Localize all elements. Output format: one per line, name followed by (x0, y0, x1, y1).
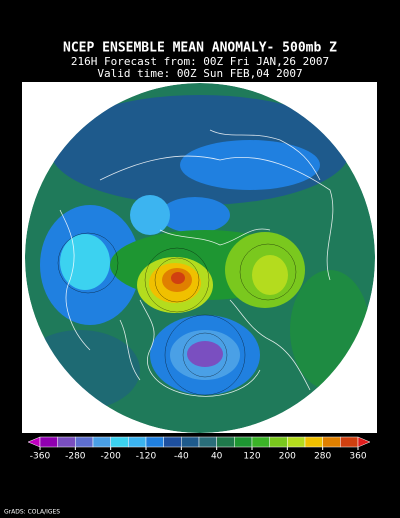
title: NCEP ENSEMBLE MEAN ANOMALY- 500mb Z (63, 41, 337, 56)
colorbar-swatch (216, 436, 235, 448)
contours (57, 232, 297, 396)
field-region (60, 234, 110, 290)
field-region (252, 255, 288, 295)
colorbar-label: -120 (136, 452, 157, 462)
colorbar-swatch (128, 436, 147, 448)
colorbar-label: -200 (100, 452, 121, 462)
field-region (187, 341, 223, 367)
colorbar-label: -360 (30, 452, 51, 462)
coastlines (59, 129, 334, 397)
colorbar-swatch (251, 436, 270, 448)
forecast-time: 216H Forecast from: 00Z Fri JAN,26 2007 (71, 55, 329, 68)
colorbar-swatch (287, 436, 306, 448)
colorbar-swatch (145, 436, 164, 448)
colorbar-swatch (57, 436, 76, 448)
colorbar-swatch (234, 436, 253, 448)
colorbar-swatch (198, 436, 217, 448)
colorbar-label: 200 (279, 452, 296, 462)
colorbar-label: 280 (314, 452, 331, 462)
colorbar-swatch (163, 436, 182, 448)
valid-time: Valid time: 00Z Sun FEB,04 2007 (97, 67, 302, 80)
field-region (130, 195, 170, 235)
colorbar-swatch (92, 436, 111, 448)
credit: GrADS: COLA/IGES (4, 509, 60, 516)
colorbar-label: -40 (174, 452, 189, 462)
colorbar-swatch (304, 436, 323, 448)
colorbar-label: -280 (65, 452, 86, 462)
field-region (180, 140, 320, 190)
colorbar-swatch (340, 436, 359, 448)
field-region (160, 197, 230, 233)
colorbar: -360 -280 -200 -120 -40 40 120 200 280 360 (27, 436, 371, 462)
colorbar-swatch (110, 436, 129, 448)
colorbar-swatch (75, 436, 94, 448)
colorbar-label: 40 (211, 452, 223, 462)
colorbar-swatch (181, 436, 200, 448)
colorbar-swatch (322, 436, 341, 448)
colorbar-label: 120 (243, 452, 260, 462)
colorbar-swatch (39, 436, 58, 448)
colorbar-label: 360 (349, 452, 366, 462)
field-region (171, 272, 185, 284)
anomaly-field (25, 83, 375, 433)
colorbar-arrow (357, 436, 371, 448)
colorbar-swatch (269, 436, 288, 448)
